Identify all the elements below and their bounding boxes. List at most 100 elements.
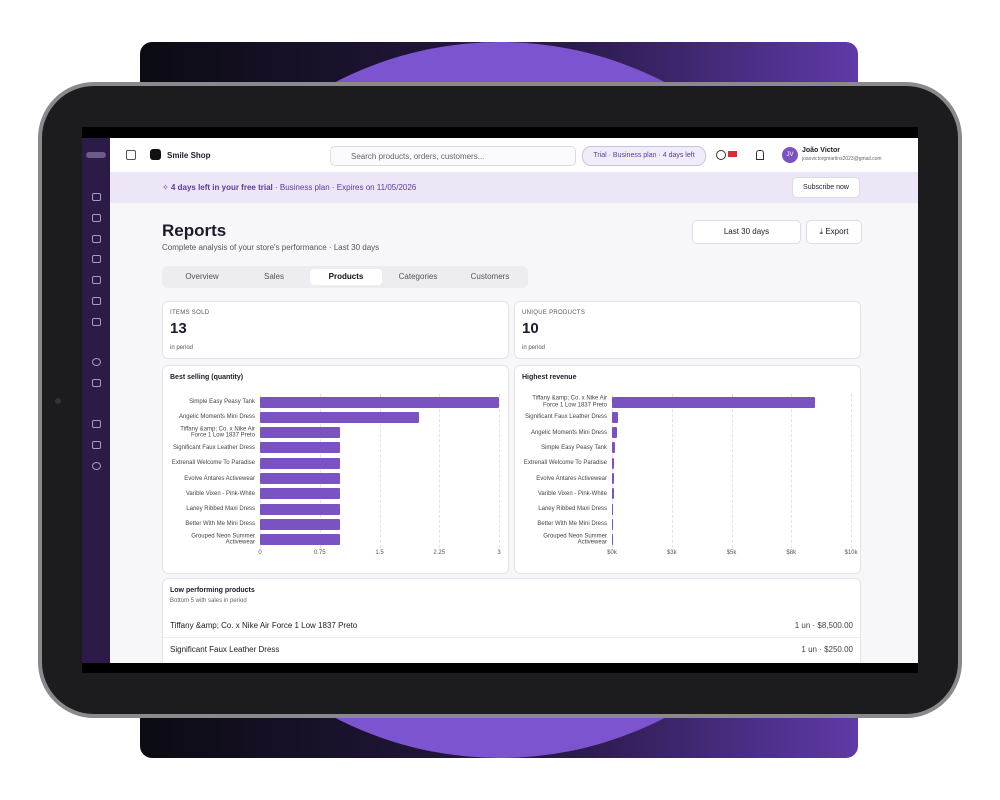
bar[interactable] xyxy=(260,488,340,500)
grid-line xyxy=(791,394,793,548)
tab[interactable]: Overview xyxy=(185,272,219,281)
low-performing-card: Low performing products Bottom 5 with sa… xyxy=(162,578,861,663)
product-detail: 1 un · $8,500.00 xyxy=(794,621,853,630)
x-tick-label: $0k xyxy=(607,550,617,556)
tab[interactable]: Categories xyxy=(398,272,438,281)
grid-line xyxy=(319,394,321,548)
kpi-card: UNIQUE PRODUCTS 10 in period xyxy=(514,301,861,359)
sidebar-toggle[interactable] xyxy=(126,150,136,160)
x-tick-label: 1.5 xyxy=(375,550,384,556)
grid-line xyxy=(439,394,441,548)
kpi-label: ITEMS SOLD xyxy=(170,310,210,316)
bar[interactable] xyxy=(260,518,340,530)
category-label: Simple Easy Peasy Tank xyxy=(189,398,255,405)
nav-icon[interactable] xyxy=(92,441,101,449)
bar[interactable] xyxy=(612,518,614,530)
bar[interactable] xyxy=(612,427,617,439)
bar[interactable] xyxy=(612,396,816,408)
store-name[interactable]: Smile Shop xyxy=(167,151,211,160)
x-tick-label: $10k xyxy=(844,550,858,556)
product-row[interactable]: Significant Faux Leather Dress 1 un · $25… xyxy=(163,637,860,660)
nav-icon[interactable] xyxy=(92,379,101,387)
grid-line xyxy=(731,394,733,548)
product-name: Significant Faux Leather Dress xyxy=(170,645,280,654)
store-logo xyxy=(150,149,161,160)
category-label: Extrenall Welcome To Paradise xyxy=(171,459,255,466)
bar[interactable] xyxy=(612,503,614,515)
category-label: Laney Ribbed Maxi Dress xyxy=(538,505,607,512)
tab[interactable]: Sales xyxy=(263,272,284,281)
nav-icon[interactable] xyxy=(92,462,101,470)
search-placeholder: Search products, orders, customers... xyxy=(351,152,485,161)
category-label: Significant Faux Leather Dress xyxy=(524,414,607,421)
bar[interactable] xyxy=(612,534,613,546)
card-title: Low performing products xyxy=(170,587,255,594)
nav-icon[interactable] xyxy=(92,420,101,428)
bar[interactable] xyxy=(260,396,499,408)
product-name: Tiffany &amp; Co. x Nike Air Force 1 Low… xyxy=(170,621,358,630)
category-label: Varible Vixen - Pink-White xyxy=(537,490,607,497)
product-detail: 1 un · $250.00 xyxy=(801,645,853,654)
export-label: Export xyxy=(825,227,849,236)
nav-icon[interactable] xyxy=(92,235,101,243)
flag xyxy=(728,151,737,157)
trial-banner: ✧ 4 days left in your free trial · Busin… xyxy=(110,172,918,203)
category-label: Laney Ribbed Maxi Dress xyxy=(186,505,255,512)
x-tick-label: 0 xyxy=(258,550,262,556)
category-label: Tiffany &amp; Co. x Nike Air Force 1 Low… xyxy=(532,395,607,409)
bar[interactable] xyxy=(260,473,340,484)
x-tick-label: $3k xyxy=(666,550,677,556)
period-select[interactable]: Last 30 days xyxy=(692,220,801,244)
bar[interactable] xyxy=(260,457,340,469)
kpi-label: UNIQUE PRODUCTS xyxy=(522,310,586,316)
bar[interactable] xyxy=(612,457,615,469)
trial-badge[interactable]: Trial · Business plan · 4 days left xyxy=(582,146,706,166)
bar[interactable] xyxy=(612,442,615,454)
category-label: Grouped Neon Summer Activewear xyxy=(543,533,607,546)
bar[interactable] xyxy=(260,503,340,515)
kpi-value: 13 xyxy=(170,320,187,337)
grid-line xyxy=(379,394,381,548)
product-row[interactable]: Tiffany &amp; Co. x Nike Air Force 1 Low… xyxy=(163,614,860,636)
x-tick-label: 3 xyxy=(497,550,501,556)
user-email: joaovictorgmartins2023@gmail.com xyxy=(802,156,882,162)
bar[interactable] xyxy=(260,534,340,546)
banner-text: ✧ 4 days left in your free trial · Busin… xyxy=(162,183,417,192)
kpi-card: ITEMS SOLD 13 in period xyxy=(162,301,509,359)
subscribe-button[interactable]: Subscribe now xyxy=(792,177,860,198)
chart-card: Best selling (quantity) 0 0.75 1.5 2.25 3 Simp… xyxy=(162,365,509,574)
tab[interactable]: Products xyxy=(310,269,382,285)
category-label: Better With Me Mini Dress xyxy=(185,521,255,528)
notifications[interactable] xyxy=(756,150,764,160)
x-tick-label: 2.25 xyxy=(433,550,446,556)
bar[interactable] xyxy=(260,411,420,423)
language[interactable] xyxy=(716,150,726,160)
bar[interactable] xyxy=(612,473,614,484)
x-tick-label: $8k xyxy=(786,550,797,556)
tab[interactable]: Customers xyxy=(470,272,510,281)
nav-icon[interactable] xyxy=(92,276,101,284)
bar[interactable] xyxy=(612,411,618,423)
export-button[interactable]: ⤓ Export xyxy=(806,220,862,244)
bezel xyxy=(82,127,918,138)
nav-icon[interactable] xyxy=(92,318,101,326)
nav-icon[interactable] xyxy=(92,358,101,366)
bar[interactable] xyxy=(260,427,340,439)
nav-icon[interactable] xyxy=(92,193,101,201)
screen: Smile Shop Search products, orders, cust… xyxy=(82,138,918,663)
bar[interactable] xyxy=(260,442,340,454)
banner-highlight: 4 days left in your free trial xyxy=(170,183,273,192)
nav-icon[interactable] xyxy=(92,214,101,222)
category-label: Tiffany &amp; Co. x Nike Air Force 1 Low… xyxy=(180,426,255,439)
x-tick-label: 0.75 xyxy=(313,550,326,556)
x-tick-label: $5k xyxy=(726,550,737,556)
banner-details: · Business plan · Expires on 11/05/2026 xyxy=(274,183,417,192)
category-label: Grouped Neon Summer Activewear xyxy=(191,533,255,546)
nav-icon[interactable] xyxy=(92,255,101,263)
search-box[interactable]: Search products, orders, customers... xyxy=(330,146,576,166)
topbar: Smile Shop Search products, orders, cust… xyxy=(110,138,918,173)
kpi-value: 10 xyxy=(522,320,539,337)
nav-icon[interactable] xyxy=(92,297,101,305)
bar[interactable] xyxy=(612,488,614,500)
avatar[interactable]: JV xyxy=(782,147,798,163)
